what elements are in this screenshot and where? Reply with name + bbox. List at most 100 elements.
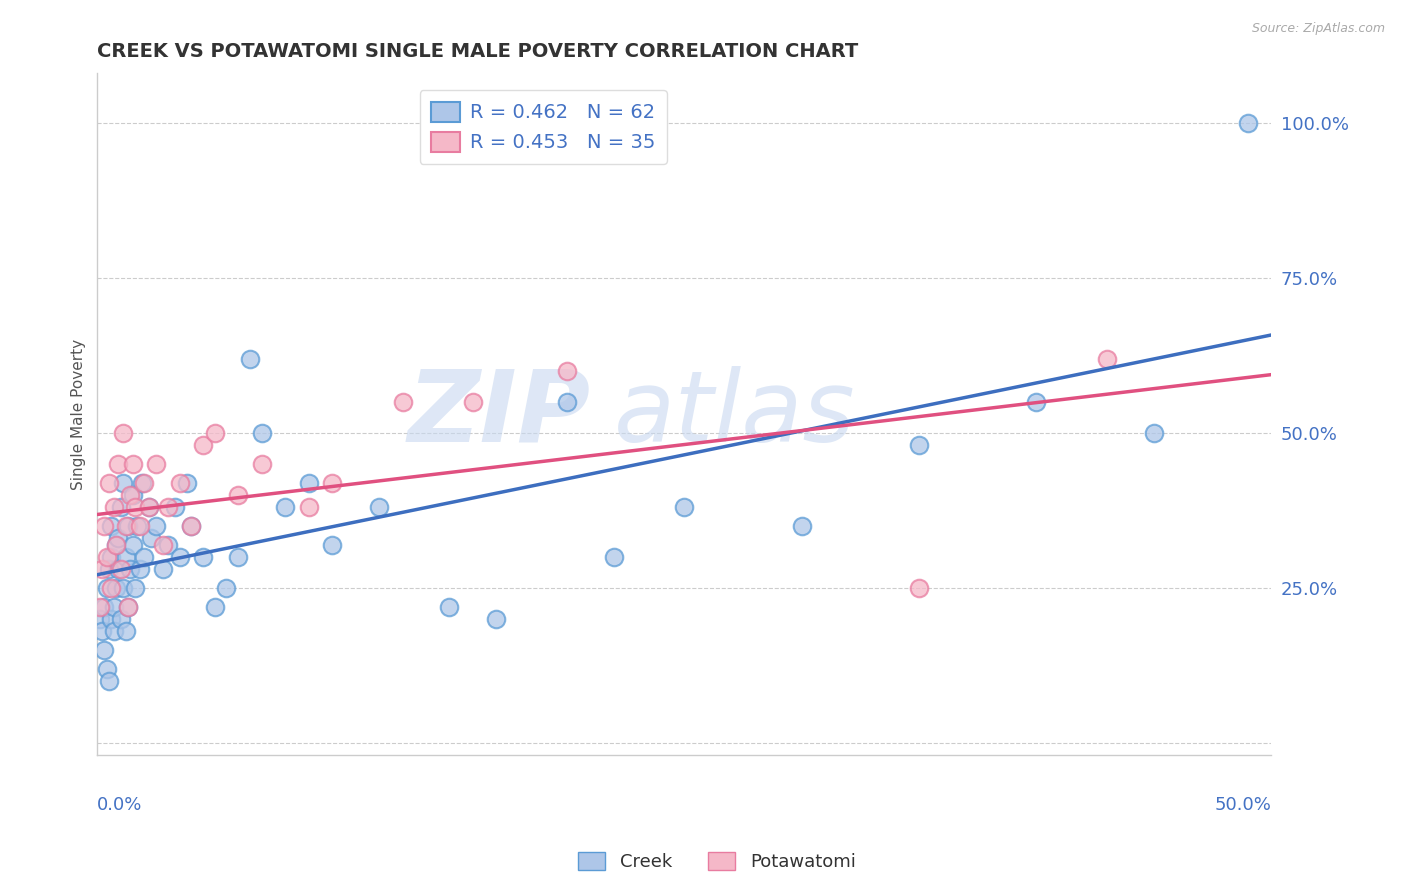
Text: 50.0%: 50.0% <box>1215 797 1271 814</box>
Point <box>298 475 321 490</box>
Point <box>120 488 142 502</box>
Point <box>121 538 143 552</box>
Point <box>138 500 160 515</box>
Point <box>439 599 461 614</box>
Point <box>128 519 150 533</box>
Point <box>555 395 578 409</box>
Point <box>176 475 198 490</box>
Point <box>112 475 135 490</box>
Point <box>107 457 129 471</box>
Point <box>96 662 118 676</box>
Point <box>100 581 122 595</box>
Point <box>110 562 132 576</box>
Point <box>117 519 139 533</box>
Point <box>117 599 139 614</box>
Point <box>112 425 135 440</box>
Point <box>908 438 931 452</box>
Text: ZIP: ZIP <box>408 366 591 463</box>
Point <box>555 364 578 378</box>
Point <box>1025 395 1047 409</box>
Point <box>226 488 249 502</box>
Point <box>98 673 121 688</box>
Point <box>127 519 149 533</box>
Point <box>138 500 160 515</box>
Point <box>91 624 114 639</box>
Point <box>100 612 122 626</box>
Text: CREEK VS POTAWATOMI SINGLE MALE POVERTY CORRELATION CHART: CREEK VS POTAWATOMI SINGLE MALE POVERTY … <box>97 42 859 61</box>
Point <box>145 457 167 471</box>
Point <box>485 612 508 626</box>
Point <box>107 562 129 576</box>
Point <box>91 562 114 576</box>
Point <box>121 488 143 502</box>
Point <box>96 581 118 595</box>
Point <box>121 457 143 471</box>
Point <box>131 475 153 490</box>
Point <box>117 599 139 614</box>
Point <box>156 500 179 515</box>
Point <box>180 519 202 533</box>
Y-axis label: Single Male Poverty: Single Male Poverty <box>72 339 86 490</box>
Point <box>673 500 696 515</box>
Point <box>250 425 273 440</box>
Point <box>105 538 128 552</box>
Point <box>124 500 146 515</box>
Point <box>110 612 132 626</box>
Text: Source: ZipAtlas.com: Source: ZipAtlas.com <box>1251 22 1385 36</box>
Point <box>128 562 150 576</box>
Point <box>93 599 115 614</box>
Text: 0.0%: 0.0% <box>97 797 143 814</box>
Point <box>226 549 249 564</box>
Point <box>274 500 297 515</box>
Point <box>1143 425 1166 440</box>
Point <box>98 475 121 490</box>
Point <box>110 500 132 515</box>
Point <box>100 549 122 564</box>
Point <box>105 581 128 595</box>
Point <box>103 500 125 515</box>
Point <box>105 538 128 552</box>
Point <box>321 475 343 490</box>
Point <box>114 549 136 564</box>
Point <box>107 532 129 546</box>
Point <box>114 624 136 639</box>
Point <box>1095 351 1118 366</box>
Point <box>152 562 174 576</box>
Point <box>103 624 125 639</box>
Point <box>298 500 321 515</box>
Point <box>180 519 202 533</box>
Point <box>134 475 156 490</box>
Point <box>391 395 413 409</box>
Point <box>321 538 343 552</box>
Point <box>1236 116 1258 130</box>
Point <box>98 562 121 576</box>
Point <box>163 500 186 515</box>
Point <box>250 457 273 471</box>
Point <box>114 519 136 533</box>
Point <box>461 395 484 409</box>
Point <box>141 532 163 546</box>
Point <box>120 562 142 576</box>
Point <box>239 351 262 366</box>
Point <box>603 549 626 564</box>
Point <box>93 643 115 657</box>
Point <box>152 538 174 552</box>
Point <box>103 599 125 614</box>
Point <box>169 549 191 564</box>
Legend: R = 0.462   N = 62, R = 0.453   N = 35: R = 0.462 N = 62, R = 0.453 N = 35 <box>419 90 668 164</box>
Point <box>368 500 391 515</box>
Point <box>134 549 156 564</box>
Point <box>96 549 118 564</box>
Point <box>112 581 135 595</box>
Point <box>89 612 111 626</box>
Point <box>215 581 238 595</box>
Point <box>156 538 179 552</box>
Point <box>191 438 214 452</box>
Point <box>908 581 931 595</box>
Point <box>790 519 813 533</box>
Point <box>191 549 214 564</box>
Point <box>124 581 146 595</box>
Point <box>204 599 226 614</box>
Point <box>204 425 226 440</box>
Point <box>89 599 111 614</box>
